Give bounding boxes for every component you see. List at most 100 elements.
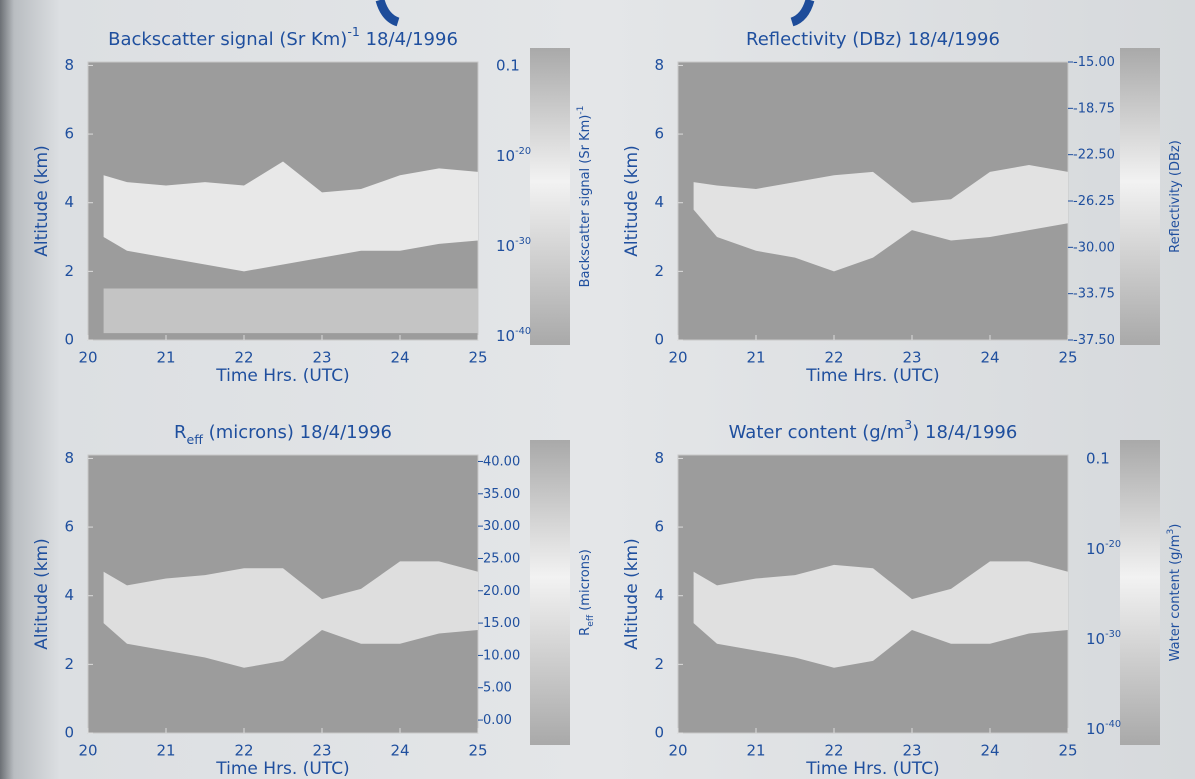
decor-arc <box>375 0 815 27</box>
colorbar-tick-label: 10-20 <box>1086 539 1121 558</box>
y-tick-label: 4 <box>654 586 664 604</box>
colorbar-label: Reff (microns) <box>578 549 596 636</box>
y-axis-label: Altitude (km) <box>622 538 642 650</box>
y-tick-label: 6 <box>64 518 74 536</box>
colorbar-tick-exp: -20 <box>1105 539 1121 550</box>
chart-title-sub: eff <box>187 432 204 447</box>
x-tick-label: 23 <box>902 742 921 760</box>
chart-title-part: Backscatter signal (Sr Km) <box>108 29 347 50</box>
colorbar-tick-label: 30.00 <box>483 519 520 534</box>
colorbar-tick-label: -26.25 <box>1073 194 1115 209</box>
colorbar <box>1120 440 1160 745</box>
y-tick-label: 4 <box>654 193 664 211</box>
cloud-band <box>693 561 1068 668</box>
chart-title-part: Reflectivity (DBz) 18/4/1996 <box>746 29 1000 50</box>
colorbar-tick-base: 10 <box>1086 720 1105 738</box>
x-axis-label: Time Hrs. (UTC) <box>805 759 939 779</box>
x-tick-label: 21 <box>746 349 765 367</box>
x-axis-label: Time Hrs. (UTC) <box>215 759 349 779</box>
colorbar-label-part: (microns) <box>578 549 593 615</box>
cloud-band <box>103 288 478 334</box>
x-tick-label: 20 <box>668 742 687 760</box>
chart-title: Reflectivity (DBz) 18/4/1996 <box>746 29 1000 50</box>
colorbar-tick-label: 10-40 <box>496 326 531 345</box>
colorbar-tick-base: 10 <box>1086 540 1105 558</box>
x-tick-label: 24 <box>390 742 409 760</box>
colorbar <box>1120 48 1160 345</box>
y-tick-label: 2 <box>64 655 74 673</box>
y-axis-label: Altitude (km) <box>622 145 642 257</box>
colorbar-tick-label: 20.00 <box>483 583 520 598</box>
colorbar-tick-label: 10-30 <box>1086 629 1121 648</box>
chart-title: Backscatter signal (Sr Km)-1 18/4/1996 <box>108 24 458 50</box>
y-tick-label: 0 <box>64 331 74 349</box>
x-tick-label: 23 <box>902 349 921 367</box>
chart-title-part: Water content (g/m <box>729 422 905 443</box>
chart-title-part: (microns) 18/4/1996 <box>203 422 392 443</box>
colorbar-tick-text: 15.00 <box>483 616 520 631</box>
x-tick-label: 22 <box>234 349 253 367</box>
colorbar-tick-label: 15.00 <box>483 616 520 631</box>
y-tick-label: 2 <box>64 262 74 280</box>
colorbar-tick-label: 25.00 <box>483 551 520 566</box>
colorbar-tick-text: 25.00 <box>483 551 520 566</box>
colorbar-tick-label: -15.00 <box>1073 55 1115 70</box>
colorbar-tick-label: 40.00 <box>483 454 520 469</box>
colorbar-tick-label: 5.00 <box>483 680 512 695</box>
x-tick-label: 24 <box>390 349 409 367</box>
colorbar-tick-label: -33.75 <box>1073 286 1115 301</box>
colorbar-tick-label: 0.00 <box>483 713 512 728</box>
colorbar-tick-text: -22.50 <box>1073 147 1115 162</box>
colorbar-tick-label: 35.00 <box>483 486 520 501</box>
colorbar-tick-text: -30.00 <box>1073 240 1115 255</box>
colorbar-tick-label: 0.1 <box>496 57 520 75</box>
chart-title-sup: -1 <box>347 24 360 39</box>
cloud-band <box>103 561 478 668</box>
y-tick-label: 8 <box>654 449 664 467</box>
colorbar <box>530 48 570 345</box>
x-axis-label: Time Hrs. (UTC) <box>805 366 939 386</box>
colorbar-tick-text: -33.75 <box>1073 286 1115 301</box>
colorbar-tick-text: 30.00 <box>483 519 520 534</box>
x-tick-label: 20 <box>668 349 687 367</box>
x-tick-label: 25 <box>1058 742 1077 760</box>
colorbar-label: Reflectivity (DBz) <box>1168 140 1183 253</box>
cloud-band <box>693 164 1068 272</box>
colorbar-tick-base: 10 <box>496 237 515 255</box>
y-tick-label: 0 <box>654 724 664 742</box>
x-tick-label: 22 <box>234 742 253 760</box>
x-tick-label: 21 <box>746 742 765 760</box>
colorbar-tick-text: 40.00 <box>483 454 520 469</box>
colorbar-tick-label: 10.00 <box>483 648 520 663</box>
colorbar-tick-base: 10 <box>1086 630 1105 648</box>
colorbar-label-part: Backscatter signal (Sr Km) <box>578 115 593 288</box>
colorbar-label: Backscatter signal (Sr Km)-1 <box>576 106 593 288</box>
x-tick-label: 24 <box>980 742 999 760</box>
y-tick-label: 8 <box>64 449 74 467</box>
y-tick-label: 0 <box>654 331 664 349</box>
x-tick-label: 25 <box>468 742 487 760</box>
x-tick-label: 24 <box>980 349 999 367</box>
x-tick-label: 22 <box>824 349 843 367</box>
colorbar-tick-label: -22.50 <box>1073 147 1115 162</box>
colorbar-tick-exp: -40 <box>1105 719 1121 730</box>
cloud-band <box>103 161 478 272</box>
colorbar-tick-exp: -30 <box>515 236 531 247</box>
colorbar-tick-label: 10-40 <box>1086 719 1121 738</box>
y-tick-label: 2 <box>654 655 664 673</box>
y-tick-label: 4 <box>64 586 74 604</box>
colorbar-tick-text: 10.00 <box>483 648 520 663</box>
colorbar-tick-label: -37.50 <box>1073 333 1115 348</box>
colorbar-tick-base: 10 <box>496 327 515 345</box>
y-tick-label: 6 <box>654 518 664 536</box>
colorbar-tick-base: 10 <box>496 147 515 165</box>
x-tick-label: 23 <box>312 349 331 367</box>
colorbar-tick-label: 10-20 <box>496 146 531 165</box>
colorbar-tick-label: 10-30 <box>496 236 531 255</box>
y-axis-label: Altitude (km) <box>32 538 52 650</box>
x-tick-label: 25 <box>1058 349 1077 367</box>
colorbar-tick-exp: -30 <box>1105 629 1121 640</box>
chart-title-part: 18/4/1996 <box>360 29 458 50</box>
